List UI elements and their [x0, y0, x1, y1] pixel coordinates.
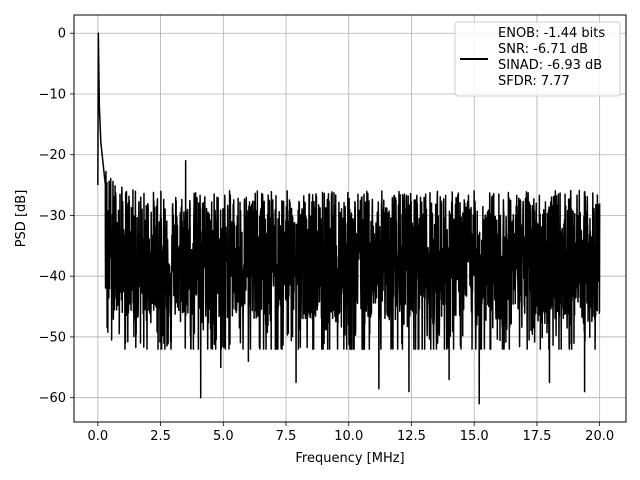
legend-entry-snr: SNR: -6.71 dB: [498, 42, 588, 57]
x-tick-label: 5.0: [213, 429, 234, 444]
y-tick-label: −60: [39, 391, 66, 406]
legend-entry-sinad: SINAD: -6.93 dB: [498, 58, 602, 73]
legend-entry-sfdr: SFDR: 7.77: [498, 74, 570, 89]
plot-frame: [73, 14, 627, 423]
y-tick-label: −40: [39, 270, 66, 285]
x-tick-label: 2.5: [150, 429, 171, 444]
y-tick-label: −50: [39, 330, 66, 345]
x-tick-label: 20.0: [585, 429, 614, 444]
psd-trace-series: [97, 32, 601, 405]
y-axis-label: PSD [dB]: [14, 190, 29, 248]
x-tick-label: 7.5: [276, 429, 297, 444]
x-axis-ticks: 0.0 2.5 5.0 7.5 10.0 12.5 15.0 17.5 20.0: [87, 422, 614, 444]
psd-trace-line: [97, 32, 601, 405]
x-tick-label: 15.0: [460, 429, 489, 444]
x-tick-label: 12.5: [397, 429, 426, 444]
legend-entry-enob: ENOB: -1.44 bits: [498, 26, 605, 41]
legend: ENOB: -1.44 bits SNR: -6.71 dB SINAD: -6…: [454, 21, 621, 97]
y-axis-ticks: 0 −10 −20 −30 −40 −50 −60: [39, 27, 74, 406]
y-tick-label: −20: [39, 148, 66, 163]
x-tick-label: 10.0: [334, 429, 363, 444]
y-tick-label: −30: [39, 209, 66, 224]
x-tick-label: 0.0: [87, 429, 108, 444]
y-tick-label: 0: [58, 27, 66, 42]
x-axis-label: Frequency [MHz]: [295, 451, 404, 466]
legend-box: [454, 21, 621, 97]
y-tick-label: −10: [39, 87, 66, 102]
x-tick-label: 17.5: [522, 429, 551, 444]
